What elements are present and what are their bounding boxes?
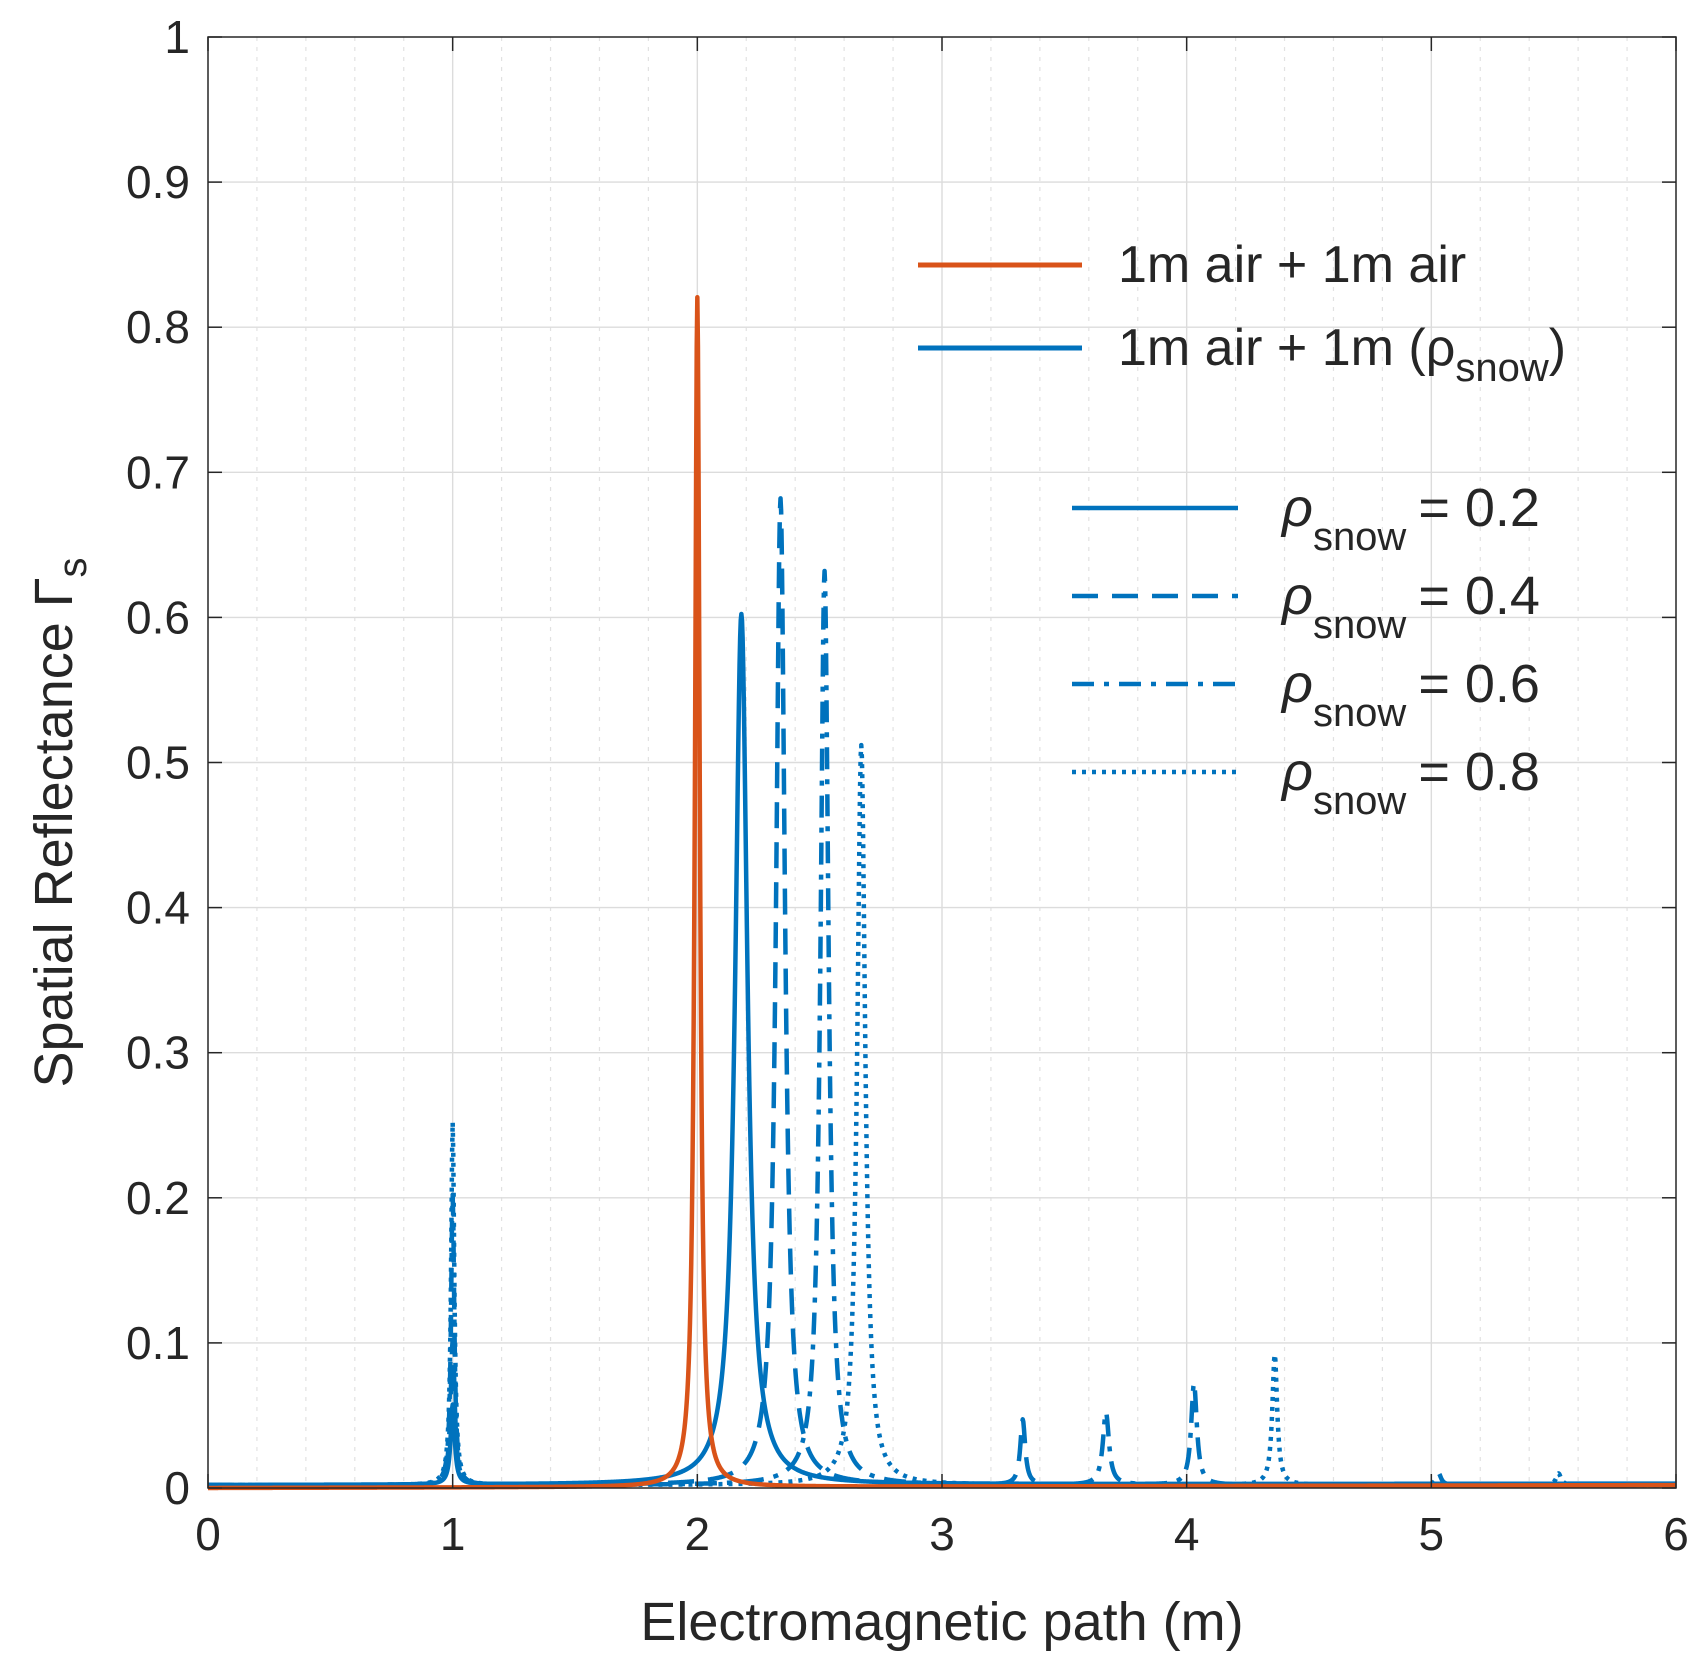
legend-snow-label: 1m air + 1m (ρsnow) [1118, 319, 1566, 390]
legend-main: 1m air + 1m air 1m air + 1m (ρsnow) [918, 236, 1566, 390]
y-tick-label: 0.7 [126, 446, 190, 498]
legend-density-sub: snow [1313, 515, 1406, 559]
legend-density-sub: snow [1313, 779, 1406, 823]
y-tick-label: 0.4 [126, 882, 190, 934]
y-tick-label: 0 [164, 1462, 190, 1514]
y-tick-label: 0.3 [126, 1027, 190, 1079]
y-axis-label-sub: s [51, 557, 95, 577]
legend-density-sub: snow [1313, 691, 1406, 735]
y-tick-label: 0.2 [126, 1172, 190, 1224]
y-tick-label: 0.9 [126, 156, 190, 208]
y-tick-label: 0.6 [126, 591, 190, 643]
x-tick-label: 6 [1663, 1508, 1689, 1560]
x-axis-label: Electromagnetic path (m) [640, 1592, 1243, 1652]
legend-density-symbol: ρ [1280, 742, 1313, 802]
legend-density-value: = 0.4 [1418, 566, 1540, 626]
x-tick-label: 1 [440, 1508, 466, 1560]
legend-density-label: ρsnow = 0.8 [1280, 742, 1540, 823]
legend-density-symbol: ρ [1280, 478, 1313, 538]
x-tick-label: 4 [1174, 1508, 1200, 1560]
x-tick-label: 2 [685, 1508, 711, 1560]
legend-density-sub: snow [1313, 603, 1406, 647]
y-axis-label: Spatial Reflectance Γs [24, 557, 95, 1087]
x-tick-label: 3 [929, 1508, 955, 1560]
legend-density-symbol: ρ [1280, 566, 1313, 626]
legend-density-label: ρsnow = 0.2 [1280, 478, 1540, 559]
y-tick-label: 0.8 [126, 301, 190, 353]
legend-density-symbol: ρ [1280, 654, 1313, 714]
legend-snow-label-sub: snow [1455, 346, 1548, 390]
y-tick-label: 1 [164, 11, 190, 63]
legend-snow-label-suffix: ) [1549, 319, 1566, 377]
legend-air-label: 1m air + 1m air [1118, 236, 1466, 294]
legend-density-value: = 0.2 [1418, 478, 1540, 538]
legend-density-value: = 0.8 [1418, 742, 1540, 802]
x-tick-label: 0 [195, 1508, 221, 1560]
axis-ticks: 0 1 2 3 4 5 6 0 0.1 0.2 0.3 0.4 0.5 0.6 0.7 0.8 0.9 1 [126, 11, 1689, 1560]
legend-density-label: ρsnow = 0.6 [1280, 654, 1540, 735]
y-tick-label: 0.5 [126, 737, 190, 789]
legend-density-value: = 0.6 [1418, 654, 1540, 714]
x-tick-label: 5 [1419, 1508, 1445, 1560]
y-tick-label: 0.1 [126, 1317, 190, 1369]
grid [208, 37, 1676, 1488]
legend-density-label: ρsnow = 0.4 [1280, 566, 1540, 647]
y-axis-label-main: Spatial Reflectance Γ [24, 577, 84, 1087]
legend-snow-label-main: 1m air + 1m (ρ [1118, 319, 1455, 377]
